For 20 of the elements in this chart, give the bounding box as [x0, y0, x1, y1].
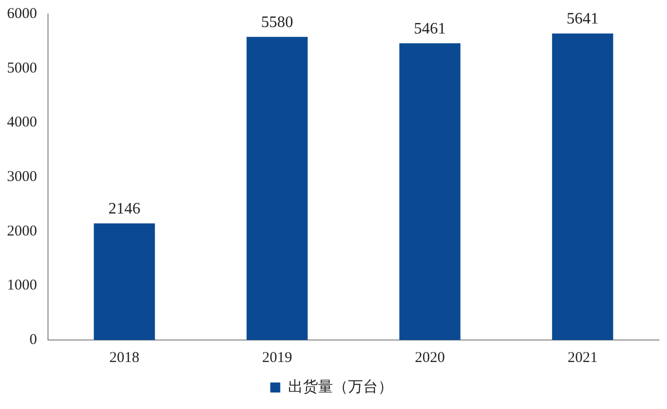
bar	[94, 223, 155, 340]
y-tick-label: 5000	[7, 60, 37, 76]
y-tick-label: 4000	[7, 114, 37, 131]
y-tick-label: 0	[30, 332, 37, 348]
data-label: 2146	[108, 200, 140, 218]
y-tick-label: 3000	[7, 168, 37, 185]
y-tick-label: 2000	[7, 223, 37, 240]
x-tick-label: 2019	[262, 350, 292, 366]
bar	[399, 43, 460, 340]
legend-label: 出货量（万台）	[288, 378, 393, 396]
y-tick-label: 6000	[7, 6, 37, 22]
data-label: 5461	[414, 20, 446, 38]
bar	[552, 34, 614, 340]
x-tick-label: 2020	[414, 350, 445, 366]
data-label: 5580	[261, 14, 294, 32]
x-tick-label: 2021	[568, 350, 598, 366]
y-tick-label: 1000	[7, 278, 37, 294]
data-label: 5641	[566, 10, 599, 28]
x-tick-label: 2018	[109, 350, 140, 366]
bar	[246, 36, 308, 340]
